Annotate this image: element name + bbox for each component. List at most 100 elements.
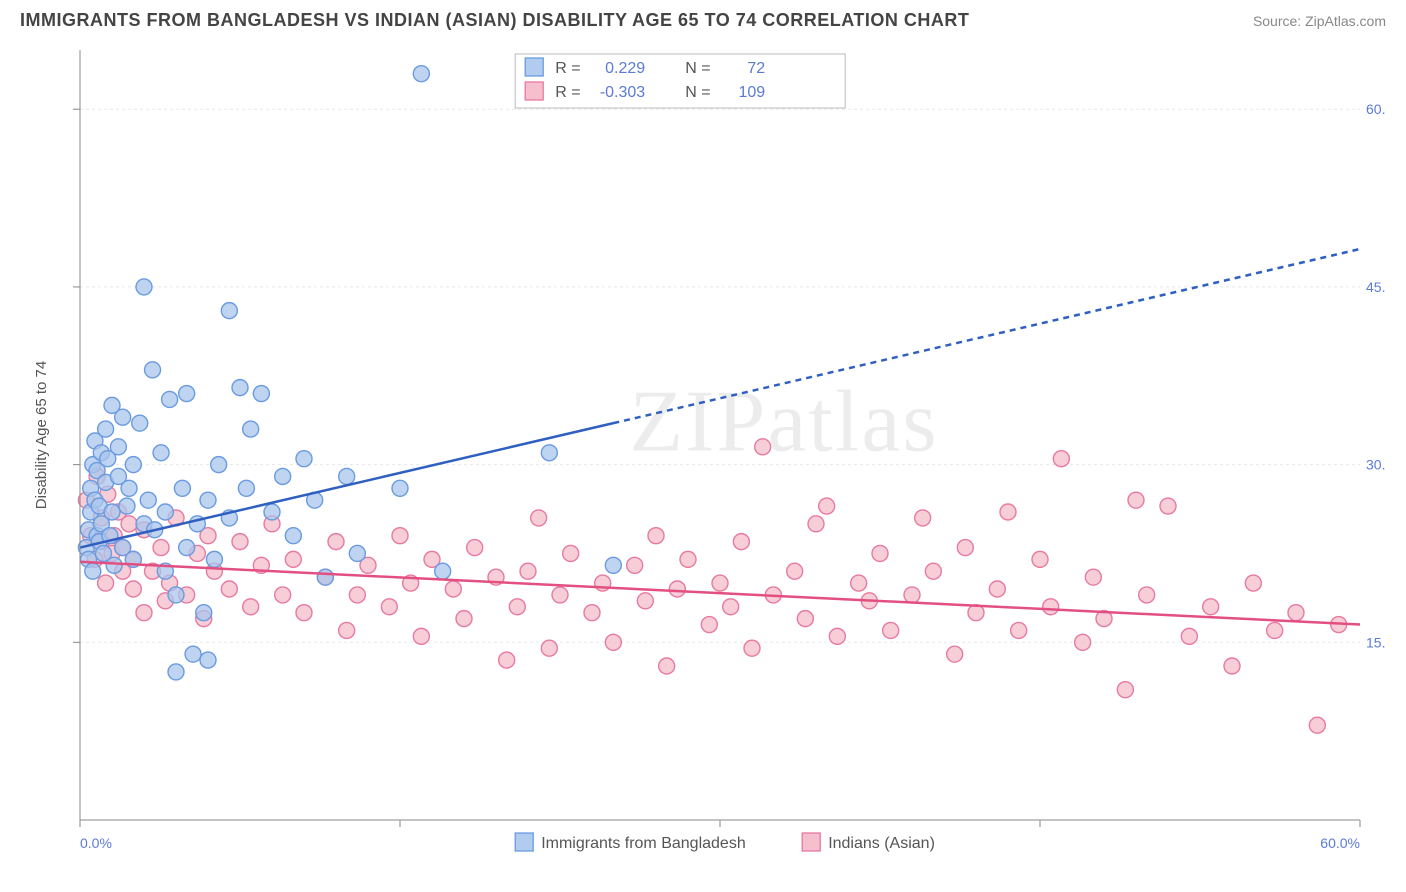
svg-text:ZIPatlas: ZIPatlas — [629, 373, 938, 470]
chart-title: IMMIGRANTS FROM BANGLADESH VS INDIAN (AS… — [20, 10, 969, 31]
scatter-point — [531, 510, 547, 526]
scatter-point — [392, 480, 408, 496]
legend-r-label: R = — [555, 60, 580, 77]
scatter-point — [1245, 575, 1261, 591]
scatter-point — [680, 551, 696, 567]
scatter-point — [211, 457, 227, 473]
scatter-point — [1267, 622, 1283, 638]
scatter-point — [456, 611, 472, 627]
scatter-point — [221, 303, 237, 319]
scatter-point — [947, 646, 963, 662]
scatter-point — [1000, 504, 1016, 520]
legend-r-value: -0.303 — [600, 84, 645, 101]
scatter-point — [605, 634, 621, 650]
scatter-point — [296, 605, 312, 621]
scatter-point — [125, 457, 141, 473]
correlation-chart: ZIPatlas0.0%60.0%15.0%30.0%45.0%60.0%Dis… — [20, 40, 1386, 872]
scatter-point — [328, 534, 344, 550]
scatter-point — [140, 492, 156, 508]
scatter-point — [989, 581, 1005, 597]
legend-series-label: Indians (Asian) — [828, 835, 935, 852]
scatter-point — [819, 498, 835, 514]
scatter-point — [285, 551, 301, 567]
scatter-point — [232, 380, 248, 396]
scatter-point — [915, 510, 931, 526]
scatter-point — [157, 504, 173, 520]
scatter-point — [339, 468, 355, 484]
scatter-point — [98, 575, 114, 591]
scatter-point — [733, 534, 749, 550]
scatter-point — [200, 652, 216, 668]
scatter-point — [744, 640, 760, 656]
scatter-point — [115, 409, 131, 425]
scatter-point — [1288, 605, 1304, 621]
scatter-point — [392, 528, 408, 544]
scatter-point — [563, 545, 579, 561]
x-tick-label: 60.0% — [1320, 835, 1360, 851]
scatter-point — [1128, 492, 1144, 508]
scatter-point — [1203, 599, 1219, 615]
scatter-point — [957, 540, 973, 556]
scatter-point — [285, 528, 301, 544]
trend-line-bangladesh — [80, 423, 613, 547]
legend-n-value: 109 — [738, 84, 765, 101]
scatter-point — [541, 445, 557, 461]
legend-r-label: R = — [555, 84, 580, 101]
scatter-point — [925, 563, 941, 579]
scatter-point — [153, 540, 169, 556]
scatter-point — [153, 445, 169, 461]
scatter-point — [904, 587, 920, 603]
scatter-point — [883, 622, 899, 638]
scatter-point — [1224, 658, 1240, 674]
scatter-point — [136, 279, 152, 295]
scatter-point — [499, 652, 515, 668]
scatter-point — [238, 480, 254, 496]
legend-series-label: Immigrants from Bangladesh — [541, 835, 746, 852]
legend-n-label: N = — [685, 84, 710, 101]
scatter-point — [1085, 569, 1101, 585]
legend-n-value: 72 — [747, 60, 765, 77]
scatter-point — [435, 563, 451, 579]
scatter-point — [1139, 587, 1155, 603]
legend-n-label: N = — [685, 60, 710, 77]
scatter-point — [179, 540, 195, 556]
scatter-point — [1160, 498, 1176, 514]
scatter-point — [701, 617, 717, 633]
scatter-point — [168, 664, 184, 680]
scatter-point — [243, 599, 259, 615]
scatter-point — [253, 386, 269, 402]
scatter-point — [264, 504, 280, 520]
scatter-point — [787, 563, 803, 579]
scatter-point — [797, 611, 813, 627]
scatter-point — [381, 599, 397, 615]
scatter-point — [1309, 717, 1325, 733]
chart-svg: ZIPatlas0.0%60.0%15.0%30.0%45.0%60.0%Dis… — [20, 40, 1386, 872]
scatter-point — [1043, 599, 1059, 615]
scatter-point — [808, 516, 824, 532]
scatter-point — [221, 581, 237, 597]
source-attribution: Source: ZipAtlas.com — [1253, 13, 1386, 29]
scatter-point — [185, 646, 201, 662]
y-axis-label: Disability Age 65 to 74 — [33, 361, 50, 509]
scatter-point — [349, 587, 365, 603]
scatter-point — [584, 605, 600, 621]
scatter-point — [200, 492, 216, 508]
scatter-point — [132, 415, 148, 431]
scatter-point — [179, 386, 195, 402]
legend-swatch — [525, 58, 543, 76]
scatter-point — [872, 545, 888, 561]
scatter-point — [85, 563, 101, 579]
scatter-point — [413, 66, 429, 82]
scatter-point — [1075, 634, 1091, 650]
legend-swatch — [802, 833, 820, 851]
scatter-point — [552, 587, 568, 603]
scatter-point — [136, 605, 152, 621]
scatter-point — [723, 599, 739, 615]
trend-line-bangladesh-ext — [613, 249, 1360, 423]
scatter-point — [349, 545, 365, 561]
scatter-point — [119, 498, 135, 514]
scatter-point — [541, 640, 557, 656]
scatter-point — [509, 599, 525, 615]
y-tick-label: 15.0% — [1366, 634, 1386, 650]
trend-line-indian — [80, 562, 1360, 625]
